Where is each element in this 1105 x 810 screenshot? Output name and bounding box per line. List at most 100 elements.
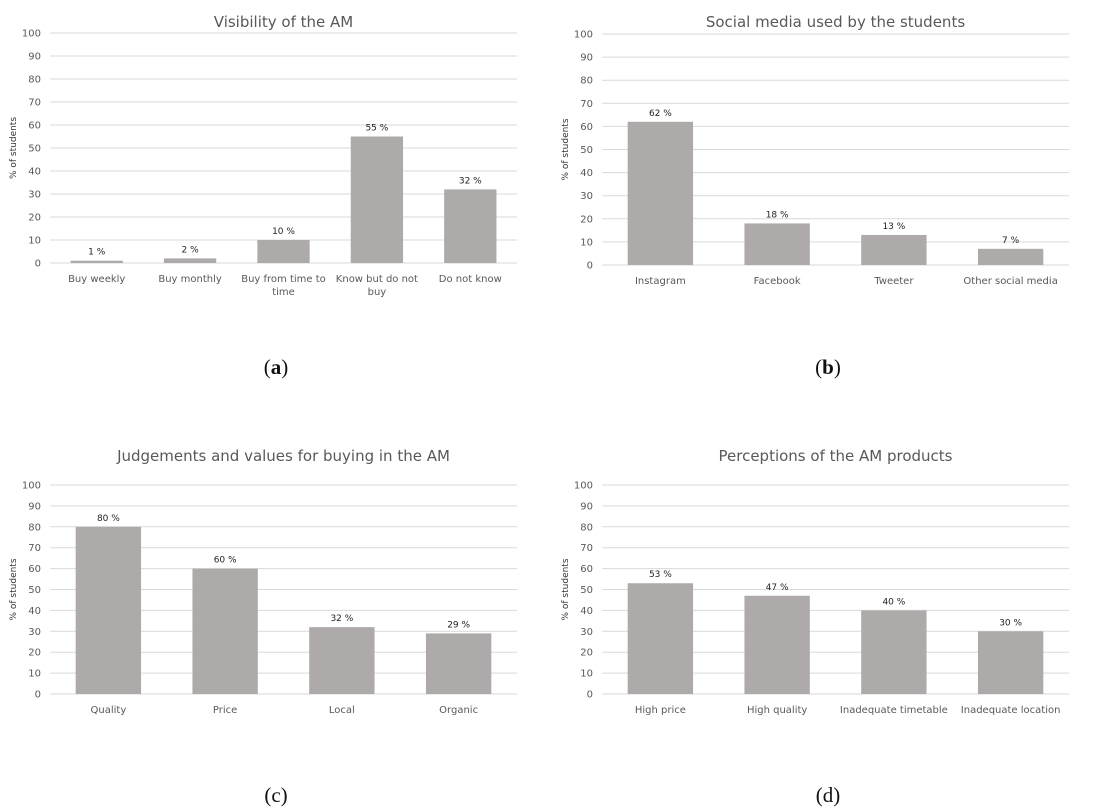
data-label: 40 %	[882, 597, 905, 607]
data-label: 62 %	[649, 109, 672, 119]
category-label: Organic	[439, 705, 478, 716]
category-label: Know but do not buy	[336, 274, 418, 298]
category-label: Facebook	[754, 276, 801, 287]
y-tick-label: 40	[580, 606, 593, 617]
chart-title: Judgements and values for buying in the …	[116, 447, 450, 465]
y-tick-label: 30	[28, 190, 41, 201]
chart-a: Visibility of the AM 0 10 20 30 40 50 60 70 80 90 1…	[9, 13, 517, 298]
y-axis-title: % of students	[561, 558, 571, 620]
y-axis-title: % of students	[9, 558, 19, 620]
bar	[977, 631, 1044, 694]
y-tick-label: 70	[580, 99, 593, 110]
bar	[977, 248, 1044, 265]
category-label-line: Inadequate timetable	[840, 705, 948, 716]
category-label: Buy from time to time	[241, 274, 326, 298]
category-label-line: Price	[213, 705, 237, 716]
category-label-line: Other social media	[963, 276, 1057, 287]
y-tick-label: 70	[28, 98, 41, 109]
caption-letter: c	[271, 783, 281, 807]
y-tick-label: 30	[28, 627, 41, 638]
y-tick-label: 50	[28, 144, 41, 155]
y-tick-label: 10	[28, 236, 41, 247]
bar	[861, 234, 927, 265]
category-label-line: Instagram	[635, 276, 686, 287]
data-label: 30 %	[999, 618, 1022, 628]
y-tick-label: 0	[587, 261, 593, 272]
y-tick-label: 70	[28, 543, 41, 554]
category-label: Other social media	[963, 276, 1057, 287]
bar	[444, 189, 497, 263]
category-label-line: High quality	[747, 705, 807, 716]
chart-panel-b: Social media used by the students 0 10 20 30…	[552, 0, 1104, 405]
y-tick-label: 100	[22, 481, 41, 492]
caption-letter: b	[822, 355, 834, 379]
category-label: Quality	[91, 705, 127, 716]
chart-d: Perceptions of the AM products 0 10 20 30 40 5…	[561, 447, 1069, 716]
y-tick-label: 50	[580, 585, 593, 596]
bar	[744, 595, 810, 694]
y-tick-label: 90	[28, 501, 41, 512]
caption-close: )	[281, 355, 289, 379]
category-label: Do not know	[439, 274, 502, 285]
y-tick-label: 10	[580, 669, 593, 680]
data-label: 55 %	[365, 124, 388, 134]
caption-letter: d	[822, 783, 834, 807]
caption-c: (c)	[0, 783, 552, 808]
y-tick-label: 60	[580, 564, 593, 575]
category-label-line: Buy weekly	[68, 274, 125, 285]
y-tick-label: 20	[28, 213, 41, 224]
category-label-line: High price	[635, 705, 686, 716]
bar	[70, 260, 123, 263]
data-label: 1 %	[88, 248, 106, 258]
chart-title: Perceptions of the AM products	[719, 447, 953, 465]
y-tick-label: 60	[580, 122, 593, 133]
data-label: 10 %	[272, 227, 295, 237]
y-tick-label: 10	[28, 669, 41, 680]
caption-close: )	[833, 783, 841, 807]
bar	[627, 121, 694, 265]
caption-d: (d)	[552, 783, 1104, 808]
y-tick-label: 100	[574, 30, 593, 41]
chart-b: Social media used by the students 0 10 20 30…	[561, 13, 1069, 287]
y-axis-title: % of students	[561, 118, 571, 180]
category-label-line: Tweeter	[873, 276, 914, 287]
data-label: 60 %	[214, 556, 237, 566]
bar	[861, 610, 927, 694]
category-label: Buy weekly	[68, 274, 125, 285]
category-label-line: Buy monthly	[158, 274, 222, 285]
category-label-line: Facebook	[754, 276, 801, 287]
data-label: 47 %	[766, 583, 789, 593]
category-label: High price	[635, 705, 686, 716]
chart-title: Social media used by the students	[706, 13, 965, 31]
y-tick-label: 90	[580, 501, 593, 512]
category-label: Inadequate location	[961, 705, 1061, 716]
data-label: 29 %	[447, 620, 470, 630]
y-tick-label: 10	[580, 237, 593, 248]
y-tick-label: 80	[28, 522, 41, 533]
y-tick-label: 80	[28, 75, 41, 86]
y-tick-label: 90	[580, 53, 593, 64]
caption-open: (	[815, 355, 823, 379]
bar	[309, 627, 375, 694]
chart-panel-c: Judgements and values for buying in the …	[0, 405, 552, 810]
y-tick-label: 0	[35, 259, 41, 270]
data-label: 7 %	[1002, 236, 1020, 246]
y-tick-label: 40	[28, 167, 41, 178]
caption-close: )	[280, 783, 288, 807]
y-tick-label: 30	[580, 627, 593, 638]
bar	[192, 568, 258, 694]
y-tick-label: 60	[28, 121, 41, 132]
data-label: 13 %	[882, 222, 905, 232]
category-label: Price	[213, 705, 237, 716]
category-label-line: buy	[368, 287, 387, 298]
bar	[425, 633, 492, 694]
y-tick-label: 70	[580, 543, 593, 554]
data-label: 2 %	[182, 245, 200, 255]
y-tick-label: 60	[28, 564, 41, 575]
bar	[257, 240, 310, 263]
caption-open: (	[815, 783, 823, 807]
y-tick-label: 100	[22, 29, 41, 40]
y-tick-label: 0	[35, 690, 41, 701]
data-label: 53 %	[649, 570, 672, 580]
data-label: 80 %	[97, 514, 120, 524]
